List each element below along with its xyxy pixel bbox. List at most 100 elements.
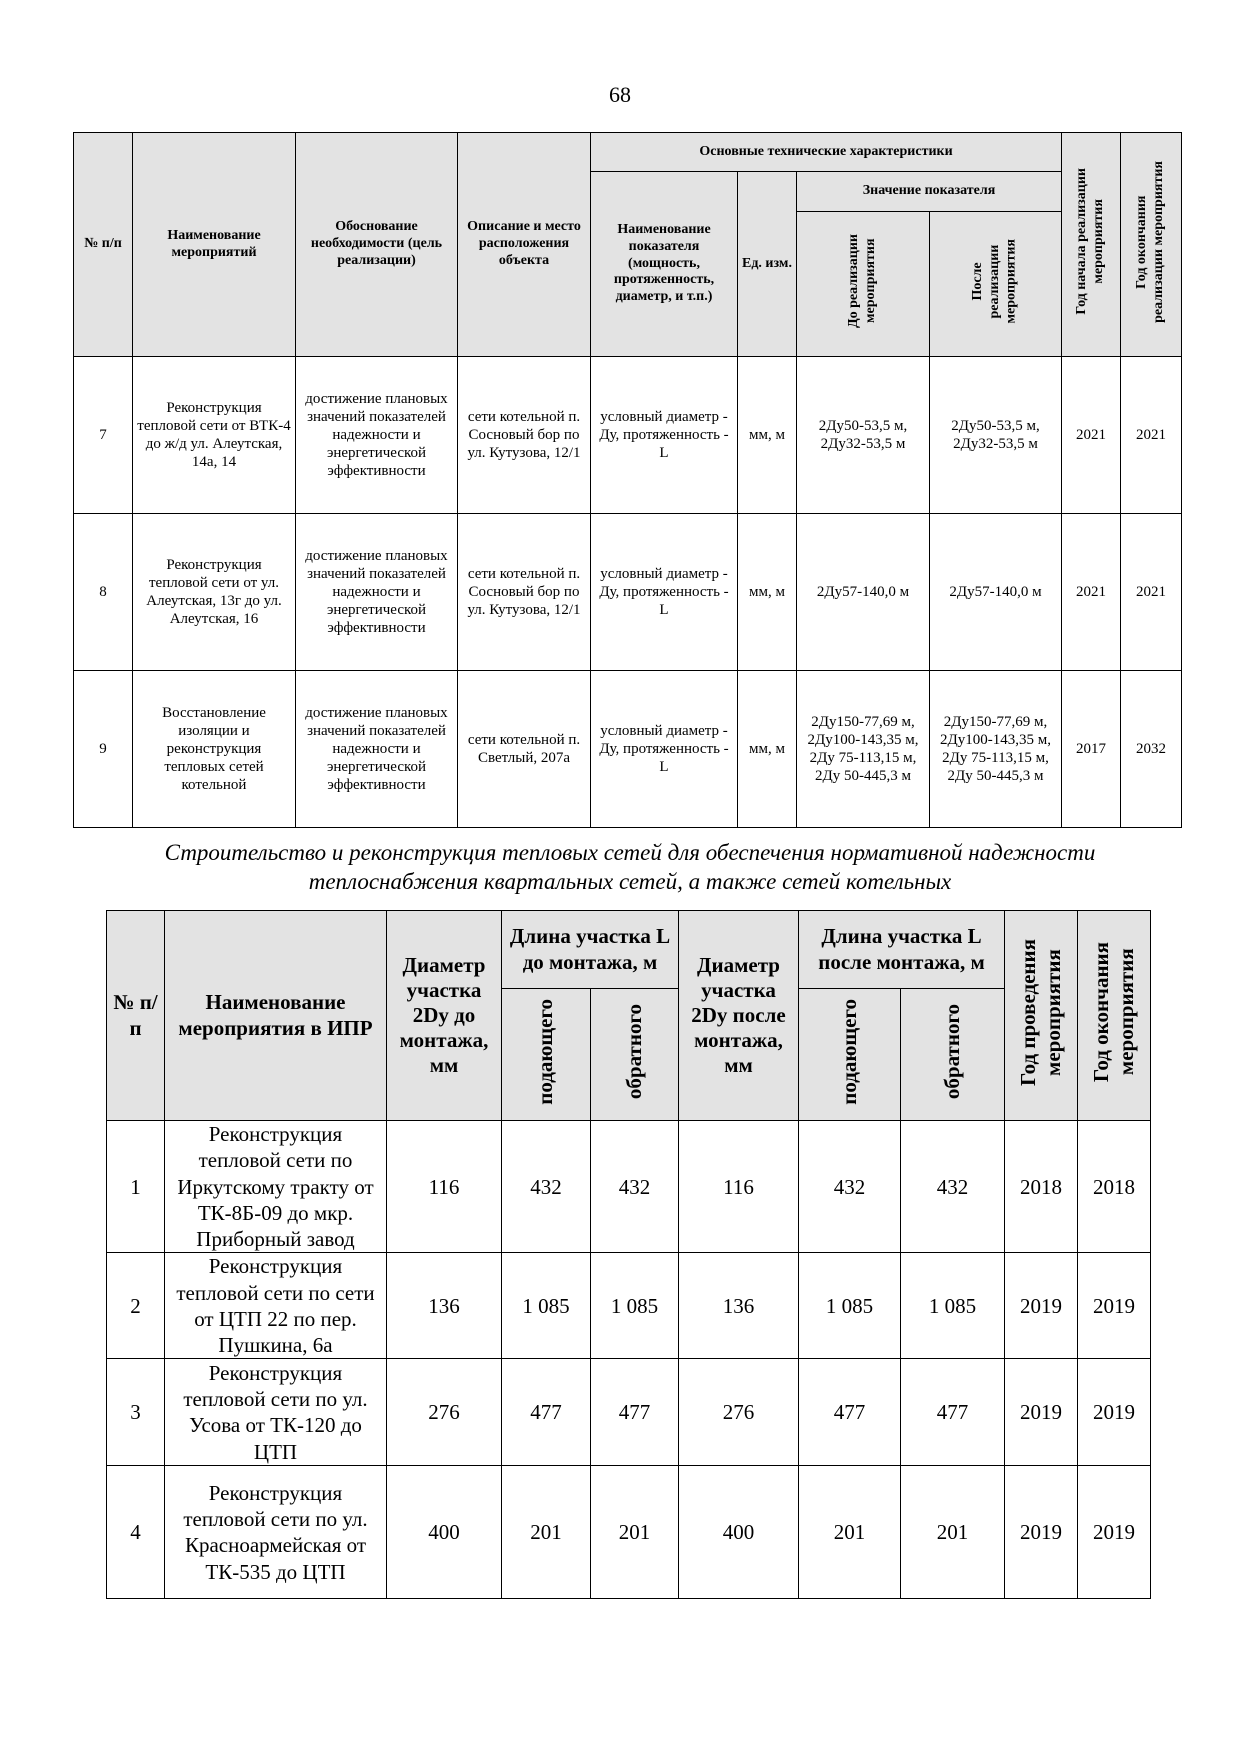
header-name: Наименование мероприятия в ИПР bbox=[164, 910, 387, 1121]
header-tech: Основные технические характеристики bbox=[589, 132, 1063, 172]
cell-year-start: 2018 bbox=[1004, 1119, 1079, 1254]
cell-num: 1 bbox=[106, 1119, 165, 1254]
cell-start: 2021 bbox=[1061, 513, 1122, 671]
table-row: 7 Реконструкция тепловой сети от ВТК-4 д… bbox=[73, 356, 1183, 514]
cell-location: сети котельной п. Сосновый бор по ул. Ку… bbox=[457, 356, 591, 514]
table-row: 2 Реконструкция тепловой сети по сети от… bbox=[106, 1252, 1152, 1360]
header-num: № п/п bbox=[73, 132, 133, 357]
cell-name: Реконструкция тепловой сети по Иркутском… bbox=[164, 1119, 387, 1254]
cell-supply-before: 477 bbox=[501, 1358, 591, 1467]
cell-supply-after: 477 bbox=[798, 1358, 901, 1467]
cell-before: 2Ду57-140,0 м bbox=[796, 513, 930, 671]
cell-dia-before: 116 bbox=[386, 1119, 502, 1254]
cell-return-before: 1 085 bbox=[590, 1252, 679, 1360]
cell-dia-after: 136 bbox=[678, 1252, 799, 1360]
header-unit: Ед. изм. bbox=[737, 171, 797, 357]
cell-after: 2Ду50-53,5 м, 2Ду32-53,5 м bbox=[928, 356, 1063, 514]
cell-after: 2Ду150-77,69 м, 2Ду100-143,35 м, 2Ду 75-… bbox=[928, 670, 1063, 828]
cell-dia-after: 400 bbox=[678, 1465, 799, 1600]
cell-indicator: условный диаметр - Ду, протяженность - L bbox=[590, 356, 738, 514]
cell-supply-before: 201 bbox=[501, 1465, 591, 1600]
header-return-after: обратного bbox=[899, 988, 1006, 1121]
cell-num: 8 bbox=[73, 513, 133, 671]
cell-unit: мм, м bbox=[737, 670, 797, 828]
cell-location: сети котельной п. Светлый, 207а bbox=[457, 670, 591, 828]
cell-dia-before: 136 bbox=[386, 1252, 502, 1360]
cell-dia-before: 400 bbox=[386, 1465, 502, 1600]
header-len-after: Длина участка L после монтажа, м bbox=[797, 910, 1006, 989]
cell-name: Восстановление изоляции и реконструкция … bbox=[132, 670, 296, 828]
table-row: 3 Реконструкция тепловой сети по ул. Усо… bbox=[106, 1358, 1152, 1467]
cell-num: 3 bbox=[106, 1358, 165, 1467]
cell-start: 2021 bbox=[1061, 356, 1122, 514]
header-num: № п/п bbox=[106, 910, 165, 1121]
cell-return-before: 477 bbox=[590, 1358, 679, 1467]
cell-reason: достижение плановых значений показателей… bbox=[295, 670, 458, 828]
header-len-before: Длина участка L до монтажа, м bbox=[501, 910, 679, 989]
table-row: 1 Реконструкция тепловой сети по Иркутск… bbox=[106, 1119, 1152, 1254]
cell-name: Реконструкция тепловой сети по ул. Красн… bbox=[164, 1465, 387, 1600]
header-year-end: Год окончания мероприятия bbox=[1077, 910, 1152, 1121]
cell-return-before: 201 bbox=[590, 1465, 679, 1600]
cell-end: 2021 bbox=[1120, 513, 1183, 671]
cell-location: сети котельной п. Сосновый бор по ул. Ку… bbox=[457, 513, 591, 671]
cell-return-after: 1 085 bbox=[899, 1252, 1006, 1360]
cell-year-end: 2019 bbox=[1077, 1358, 1152, 1467]
cell-unit: мм, м bbox=[737, 513, 797, 671]
header-supply-after: подающего bbox=[798, 988, 901, 1121]
cell-reason: достижение плановых значений показателей… bbox=[295, 513, 458, 671]
cell-dia-after: 276 bbox=[678, 1358, 799, 1467]
header-return-before: обратного bbox=[590, 988, 679, 1121]
cell-return-before: 432 bbox=[590, 1119, 679, 1254]
cell-dia-before: 276 bbox=[386, 1358, 502, 1467]
cell-name: Реконструкция тепловой сети по сети от Ц… bbox=[164, 1252, 387, 1360]
header-year-start: Год проведения мероприятия bbox=[1004, 910, 1079, 1121]
section-caption: Строительство и реконструкция тепловых с… bbox=[164, 840, 1096, 895]
cell-year-start: 2019 bbox=[1004, 1465, 1079, 1600]
cell-num: 9 bbox=[73, 670, 133, 828]
cell-supply-after: 1 085 bbox=[798, 1252, 901, 1360]
cell-end: 2032 bbox=[1120, 670, 1183, 828]
header-before: До реализации мероприятия bbox=[796, 211, 930, 357]
cell-reason: достижение плановых значений показателей… bbox=[295, 356, 458, 514]
header-end: Год окончания реализации мероприятия bbox=[1120, 132, 1183, 357]
header-dia-before: Диаметр участка 2Dy до монтажа, мм bbox=[386, 910, 502, 1121]
cell-supply-after: 201 bbox=[798, 1465, 901, 1600]
cell-dia-after: 116 bbox=[678, 1119, 799, 1254]
cell-year-end: 2019 bbox=[1077, 1465, 1152, 1600]
header-reason: Обоснование необходимости (цель реализац… bbox=[295, 132, 458, 357]
page-number: 68 bbox=[609, 82, 631, 107]
cell-year-start: 2019 bbox=[1004, 1358, 1079, 1467]
header-start: Год начала реализации мероприятия bbox=[1061, 132, 1122, 357]
cell-year-start: 2019 bbox=[1004, 1252, 1079, 1360]
cell-unit: мм, м bbox=[737, 356, 797, 514]
header-after: После реализации мероприятия bbox=[928, 211, 1063, 357]
cell-start: 2017 bbox=[1061, 670, 1122, 828]
cell-year-end: 2019 bbox=[1077, 1252, 1152, 1360]
measures-table: № п/п Наименование мероприятий Обоснован… bbox=[73, 132, 1183, 828]
table-row: 9 Восстановление изоляции и реконструкци… bbox=[73, 670, 1183, 828]
cell-name: Реконструкция тепловой сети от ул. Алеут… bbox=[132, 513, 296, 671]
cell-num: 7 bbox=[73, 356, 133, 514]
cell-supply-before: 432 bbox=[501, 1119, 591, 1254]
header-name: Наименование мероприятий bbox=[132, 132, 296, 357]
cell-end: 2021 bbox=[1120, 356, 1183, 514]
header-supply-before: подающего bbox=[501, 988, 591, 1121]
cell-indicator: условный диаметр - Ду, протяженность - L bbox=[590, 513, 738, 671]
table-row: 8 Реконструкция тепловой сети от ул. Але… bbox=[73, 513, 1183, 671]
cell-return-after: 477 bbox=[899, 1358, 1006, 1467]
cell-supply-before: 1 085 bbox=[501, 1252, 591, 1360]
cell-indicator: условный диаметр - Ду, протяженность - L bbox=[590, 670, 738, 828]
cell-return-after: 201 bbox=[899, 1465, 1006, 1600]
cell-num: 4 bbox=[106, 1465, 165, 1600]
header-location: Описание и место расположения объекта bbox=[457, 132, 591, 357]
header-indicator: Наименование показателя (мощность, протя… bbox=[590, 171, 738, 357]
cell-name: Реконструкция тепловой сети по ул. Усова… bbox=[164, 1358, 387, 1467]
cell-before: 2Ду50-53,5 м, 2Ду32-53,5 м bbox=[796, 356, 930, 514]
cell-before: 2Ду150-77,69 м, 2Ду100-143,35 м, 2Ду 75-… bbox=[796, 670, 930, 828]
cell-num: 2 bbox=[106, 1252, 165, 1360]
header-dia-after: Диаметр участка 2Dy после монтажа, мм bbox=[678, 910, 799, 1121]
cell-supply-after: 432 bbox=[798, 1119, 901, 1254]
table-row: 4 Реконструкция тепловой сети по ул. Кра… bbox=[106, 1465, 1152, 1600]
cell-return-after: 432 bbox=[899, 1119, 1006, 1254]
